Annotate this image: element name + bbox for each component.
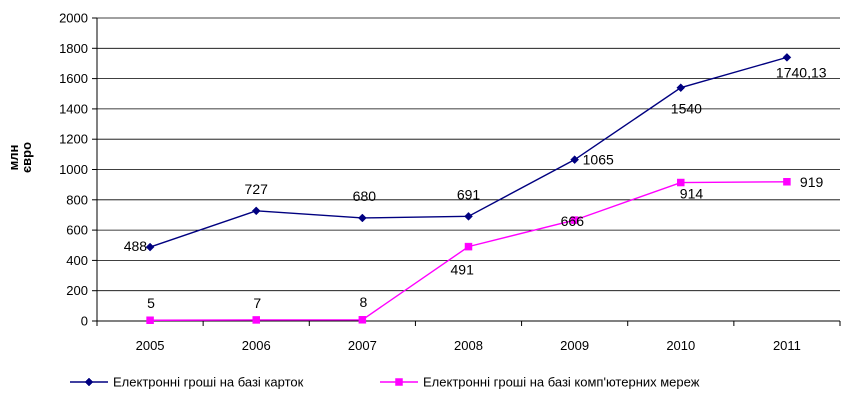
legend-label: Електронні гроші на базі карток xyxy=(113,375,304,390)
data-label: 914 xyxy=(680,186,704,202)
x-tick-label: 2008 xyxy=(454,338,483,353)
series-1 xyxy=(145,53,792,252)
series xyxy=(145,53,792,324)
data-point xyxy=(145,242,155,252)
y-tick-label: 800 xyxy=(66,192,88,207)
data-point xyxy=(358,316,367,324)
data-point xyxy=(251,206,261,216)
y-tick-label: 200 xyxy=(66,283,88,298)
x-tick-labels: 2005 2006 2007 2008 2009 2010 2011 xyxy=(136,338,801,353)
x-tick-label: 2007 xyxy=(348,338,377,353)
data-point xyxy=(464,211,473,221)
data-label: 8 xyxy=(359,294,367,310)
legend-marker xyxy=(84,377,94,387)
series-2 xyxy=(146,178,791,324)
gridlines xyxy=(97,17,840,292)
legend-item: Електронні гроші на базі карток xyxy=(70,375,304,390)
y-tick-label: 1800 xyxy=(59,41,88,56)
y-tick-label: 600 xyxy=(66,223,88,238)
data-label: 1065 xyxy=(583,152,614,168)
data-label: 5 xyxy=(147,295,155,311)
x-tick-label: 2005 xyxy=(136,338,165,353)
y-tick-label: 1000 xyxy=(59,162,88,177)
y-tick-label: 1200 xyxy=(59,132,88,147)
data-point xyxy=(146,316,154,324)
data-label: 491 xyxy=(451,262,475,278)
data-point xyxy=(676,83,686,93)
data-point xyxy=(570,155,579,165)
y-tick-labels: 0 200 400 600 800 1000 1200 1400 1600 1800 2000 xyxy=(59,11,88,329)
data-label: 680 xyxy=(353,188,377,204)
axes xyxy=(92,17,841,326)
y-tick-label: 0 xyxy=(81,314,88,329)
y-tick-label: 1600 xyxy=(59,71,88,86)
series-line xyxy=(150,181,787,321)
y-axis-title-line: млн xyxy=(6,145,21,171)
data-point xyxy=(783,178,791,186)
data-label: 1740,13 xyxy=(776,64,827,80)
data-label: 919 xyxy=(800,174,824,190)
data-label: 727 xyxy=(245,181,269,197)
y-tick-label: 1400 xyxy=(59,101,88,116)
legend: Електронні гроші на базі карток Електронн… xyxy=(70,375,700,390)
data-point xyxy=(358,213,367,223)
data-label: 7 xyxy=(253,295,261,311)
data-label: 691 xyxy=(457,186,481,202)
data-labels: 488 727 680 691 1065 1540 1740,13 5 7 8 491 666 914 9… xyxy=(124,64,827,311)
y-axis-title-line: євро xyxy=(19,142,34,173)
legend-marker xyxy=(395,378,403,386)
data-label: 1540 xyxy=(671,101,702,117)
data-point xyxy=(570,216,579,224)
x-tick-label: 2010 xyxy=(666,338,695,353)
legend-item: Електронні гроші на базі комп'ютерних ме… xyxy=(380,375,700,390)
x-tick-label: 2006 xyxy=(242,338,271,353)
data-point xyxy=(782,53,792,62)
data-point xyxy=(252,316,260,324)
data-point xyxy=(677,178,685,187)
legend-label: Електронні гроші на базі комп'ютерних ме… xyxy=(423,375,700,390)
data-label: 488 xyxy=(124,238,148,254)
data-point xyxy=(464,242,473,251)
x-tick-label: 2009 xyxy=(560,338,589,353)
data-label: 666 xyxy=(561,213,585,229)
x-tick-label: 2011 xyxy=(773,338,801,353)
y-tick-label: 400 xyxy=(66,253,88,268)
y-tick-label: 2000 xyxy=(59,11,88,26)
